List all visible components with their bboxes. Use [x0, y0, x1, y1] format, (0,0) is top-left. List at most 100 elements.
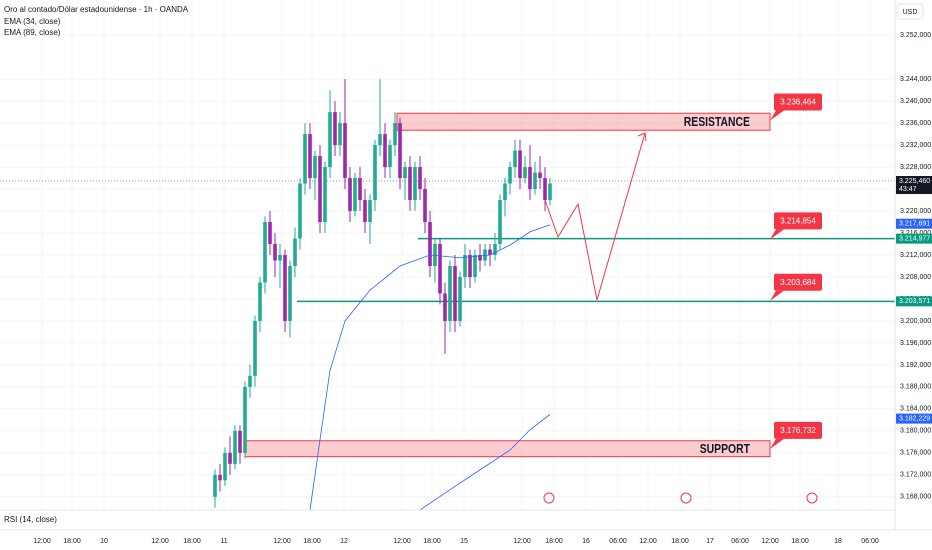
x-tick-label: 12:00	[761, 538, 779, 545]
currency-button[interactable]	[896, 3, 924, 20]
candle-body	[468, 255, 472, 277]
x-tick-label: 17	[706, 538, 714, 545]
candle-body	[353, 178, 357, 212]
overlay-layer: 3.236,464 3.214,854 3.203,684 3.176,732	[770, 93, 822, 449]
candle-body	[358, 178, 362, 201]
candle-body	[333, 112, 337, 146]
x-tick-label: 12:00	[273, 538, 291, 545]
x-tick-label: 18:00	[671, 538, 689, 545]
candle-body	[308, 134, 312, 179]
candle-body	[423, 189, 427, 223]
callout-label: 3.214,854	[780, 216, 816, 225]
callout-pointer	[770, 110, 784, 121]
y-tick-label: 3.236,000	[900, 120, 931, 127]
candle-body	[233, 430, 237, 464]
x-tick-label: 18:00	[545, 538, 563, 545]
zone-label: SUPPORT	[700, 442, 751, 456]
y-tick-label: 3.188,000	[900, 384, 931, 391]
candle-body	[458, 276, 462, 321]
y-tick-label: 3.200,000	[900, 318, 931, 325]
y-tick-label: 3.244,000	[900, 76, 931, 83]
candle-body	[223, 452, 227, 481]
zone	[244, 440, 771, 458]
candle-body	[473, 255, 477, 277]
projection-path	[544, 132, 646, 301]
callout-box	[774, 93, 822, 111]
price-badge-label: 3.217,691	[899, 221, 930, 228]
candle-body	[343, 123, 347, 179]
y-tick-label: 3.212,000	[900, 252, 931, 259]
candle-body	[248, 375, 252, 387]
y-tick-label: 3.240,000	[900, 98, 931, 105]
x-tick-label: 18:00	[183, 538, 201, 545]
candle-body	[418, 167, 422, 190]
event-icon[interactable]	[680, 492, 692, 504]
x-tick-label: 16	[582, 538, 590, 545]
y-tick-label: 3.216,000	[900, 230, 931, 237]
candle-body	[428, 222, 432, 266]
indicator-label: EMA (34, close)	[4, 17, 61, 26]
candle-body	[433, 244, 437, 266]
y-tick-label: 3.228,000	[900, 164, 931, 171]
candle-body	[548, 183, 552, 201]
x-tick-label: 12:00	[513, 538, 531, 545]
countdown-label: 43:47	[899, 186, 917, 193]
candle-body	[243, 386, 247, 453]
candle-body	[413, 167, 417, 201]
callout-box	[774, 273, 822, 291]
callout-label: 3.176,732	[780, 426, 816, 435]
x-tick-label: 06:00	[731, 538, 749, 545]
candle-body	[378, 134, 382, 146]
x-tick-label: 06:00	[861, 538, 879, 545]
zone	[396, 112, 771, 131]
price-badge-label: 3.182,229	[899, 415, 930, 422]
pane-label: RSI (14, close)	[4, 515, 57, 524]
candle-body	[328, 112, 332, 168]
candle-body	[313, 156, 317, 179]
candle-body	[253, 320, 257, 376]
candle-body	[383, 134, 387, 168]
candle-body	[298, 183, 302, 239]
candle-body	[318, 156, 322, 223]
x-tick-label: 11	[220, 538, 227, 545]
candle-body	[493, 244, 497, 255]
callout-pointer	[770, 438, 784, 449]
x-tick-label: 06:00	[609, 538, 627, 545]
y-tick-label: 3.208,000	[900, 274, 931, 281]
price-badge	[896, 296, 932, 307]
candle-body	[278, 255, 282, 261]
event-icon[interactable]	[806, 492, 818, 504]
candle-body	[393, 123, 397, 146]
candle-body	[368, 200, 372, 223]
x-tick-label: 10	[100, 538, 108, 545]
candle-body	[448, 265, 452, 321]
candle-body	[463, 255, 467, 277]
event-icon[interactable]	[543, 492, 555, 504]
y-tick-label: 3.184,000	[900, 406, 931, 413]
y-tick-label: 3.180,000	[900, 428, 931, 435]
projection-arrowhead	[637, 132, 647, 142]
price-badge	[896, 233, 932, 244]
candle-body	[303, 134, 307, 184]
callout-box	[774, 421, 822, 439]
x-tick-label: 15	[460, 538, 468, 545]
y-tick-label: 3.220,000	[900, 208, 931, 215]
callout-pointer	[770, 229, 784, 240]
price-badge-label: 3.225,460	[899, 178, 930, 185]
candle-body	[538, 172, 542, 179]
x-tick-label: 18:00	[303, 538, 321, 545]
price-badge	[896, 413, 932, 424]
candle-body	[498, 200, 502, 245]
x-tick-label: 12:00	[33, 538, 51, 545]
zone-layer: RESISTANCE SUPPORT	[244, 112, 895, 458]
candle-body	[268, 222, 272, 245]
candle-body	[543, 178, 547, 201]
candle-body	[293, 238, 297, 266]
zone-label: RESISTANCE	[684, 115, 750, 129]
price-badge-label: 3.214,977	[899, 235, 930, 242]
x-tick-label: 12:00	[393, 538, 411, 545]
candle-body	[363, 200, 367, 223]
callout-label: 3.203,684	[780, 278, 816, 287]
candle-body	[503, 183, 507, 201]
